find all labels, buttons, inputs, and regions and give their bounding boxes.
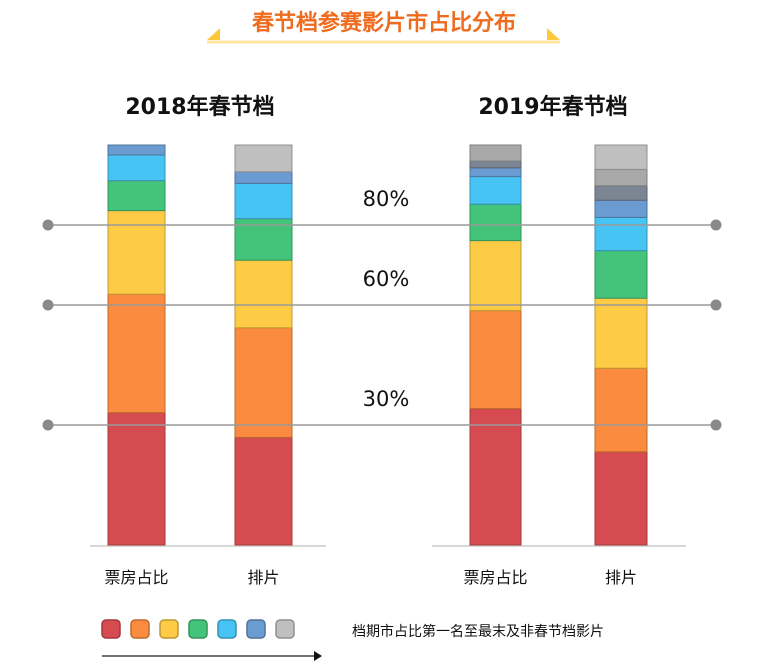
bar-segment-1-0-4: [469, 176, 522, 205]
bar-segment-1-1-3: [594, 250, 648, 299]
legend-swatch-6: [275, 619, 295, 639]
bar-segment-0-1-4: [234, 182, 293, 220]
bar-segment-0-1-5: [234, 171, 293, 184]
bar-segment-1-0-7: [469, 144, 522, 162]
legend-swatch-3: [188, 619, 208, 639]
bar-segment-1-1-7: [594, 168, 648, 187]
category-label: 排片: [605, 568, 637, 587]
bar-segment-0-1-0: [234, 436, 293, 546]
bar-segment-0-0-0: [107, 412, 166, 546]
bar-segment-0-1-1: [234, 327, 293, 438]
legend-swatch-0: [101, 619, 121, 639]
title-corner-left: [207, 28, 220, 40]
reference-label: 30%: [363, 387, 410, 411]
bar-segment-1-1-5: [594, 199, 648, 218]
group-title: 2019年春节档: [478, 94, 627, 120]
category-label: 票房占比: [104, 568, 168, 587]
bar-segment-1-0-5: [469, 167, 522, 178]
bar-segment-1-0-0: [469, 408, 522, 546]
legend-swatch-5: [246, 619, 266, 639]
bar-segment-1-0-6: [469, 160, 522, 169]
reference-label: 80%: [363, 187, 410, 211]
chart-title: 春节档参赛影片市占比分布: [252, 10, 516, 36]
bar-segment-1-1-1: [594, 367, 648, 453]
bar-segment-0-1-6: [234, 144, 293, 173]
bar-segment-1-1-6: [594, 185, 648, 201]
reference-dot-right: [710, 219, 722, 231]
bar-segment-1-1-4: [594, 216, 648, 252]
bar-segment-0-0-4: [107, 154, 166, 182]
group-title: 2018年春节档: [125, 94, 274, 120]
legend-text: 档期市占比第一名至最末及非春节档影片: [352, 623, 604, 640]
reference-dot-right: [710, 299, 722, 311]
reference-dot-left: [42, 419, 54, 431]
bar-segment-0-0-3: [107, 180, 166, 212]
reference-dot-left: [42, 219, 54, 231]
reference-dot-right: [710, 419, 722, 431]
category-label: 排片: [247, 568, 279, 587]
legend-swatch-4: [217, 619, 237, 639]
category-label: 票房占比: [463, 568, 527, 587]
legend-swatch-2: [159, 619, 179, 639]
bar-segment-0-1-2: [234, 259, 293, 329]
bar-segment-0-0-2: [107, 210, 166, 295]
legend-swatch-1: [130, 619, 150, 639]
bar-segment-1-0-2: [469, 240, 522, 312]
bar-segment-1-0-3: [469, 203, 522, 242]
bar-segment-0-0-1: [107, 293, 166, 414]
title-corner-right: [547, 28, 560, 40]
bar-segment-0-0-5: [107, 144, 166, 156]
reference-dot-left: [42, 299, 54, 311]
bar-segment-1-1-2: [594, 297, 648, 369]
bar-segment-1-1-8: [594, 144, 648, 170]
bar-segment-1-1-0: [594, 451, 648, 546]
bar-segment-1-0-1: [469, 310, 522, 410]
legend-arrowhead: [314, 651, 322, 661]
reference-label: 60%: [363, 267, 410, 291]
